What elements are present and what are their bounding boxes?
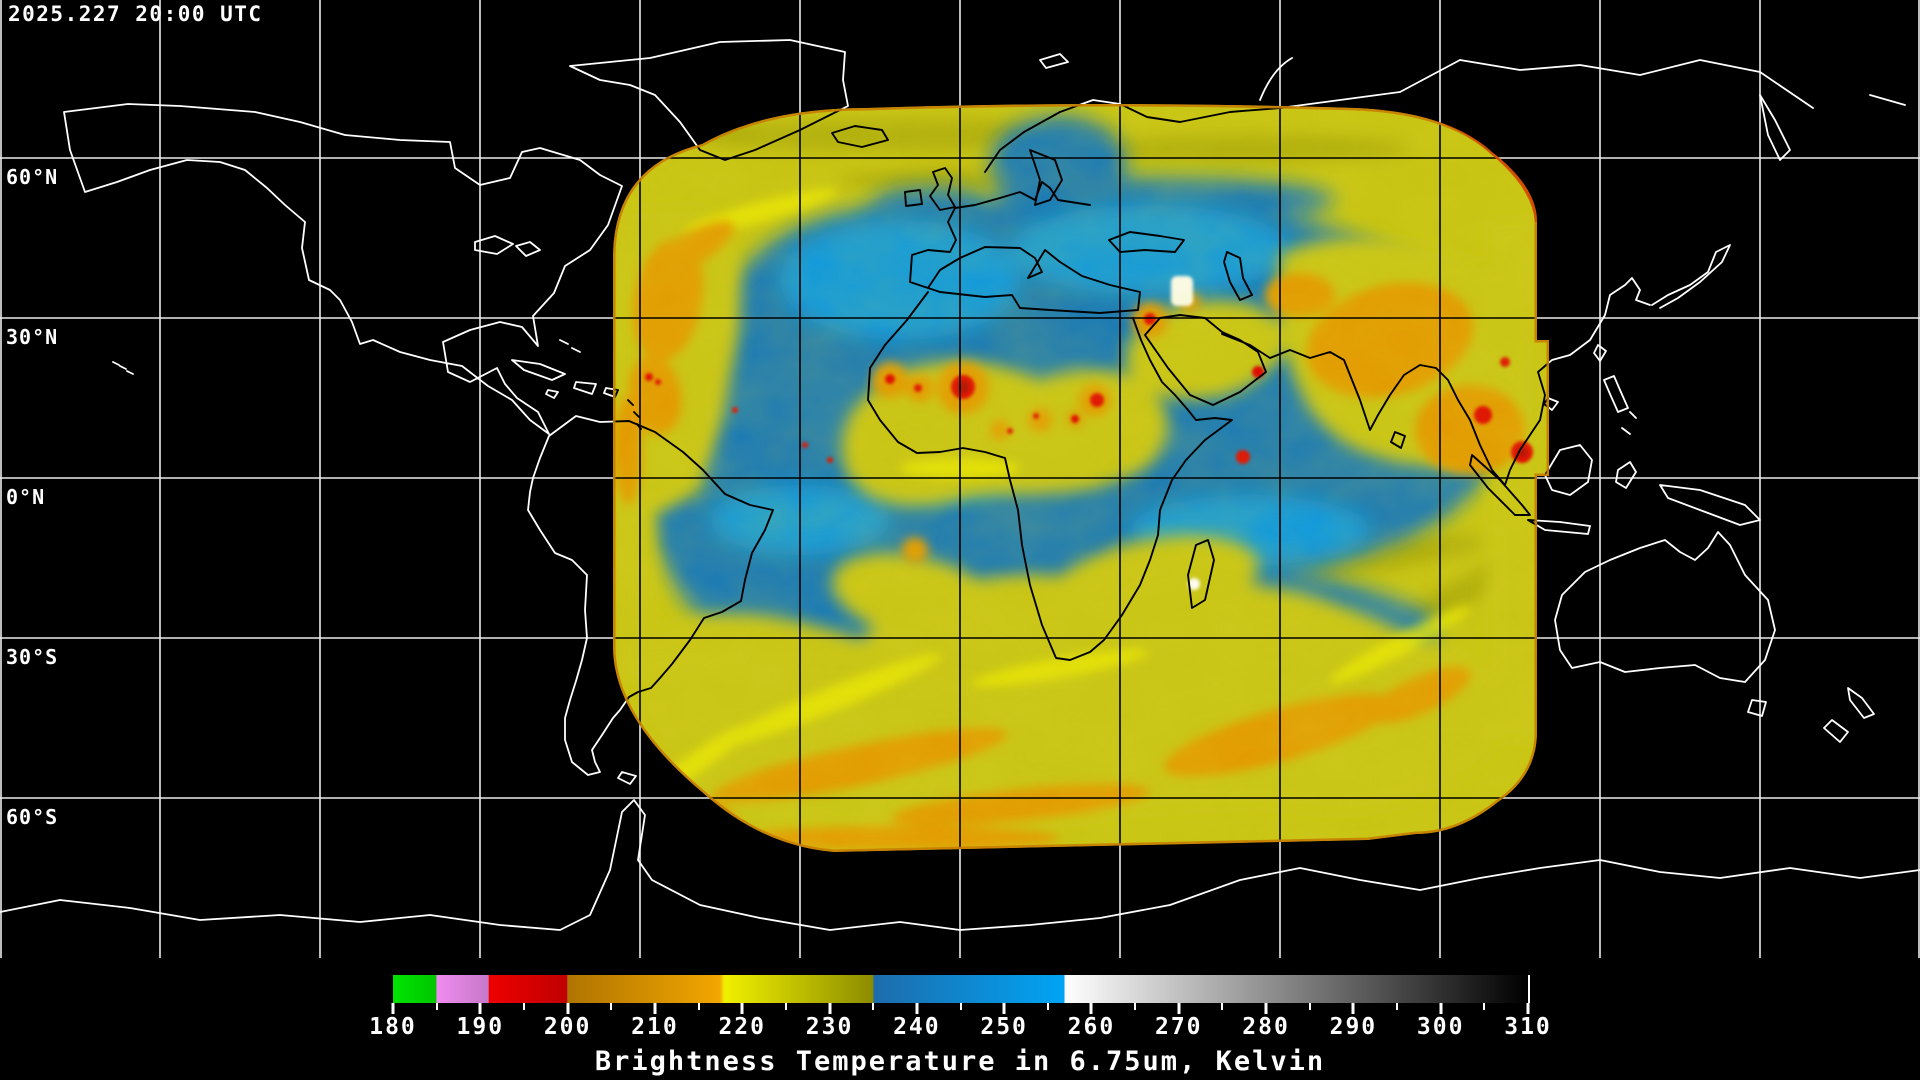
latitude-label: 60°N: [6, 165, 59, 189]
colorbar-tick-label: 190: [456, 1014, 505, 1040]
colorbar-minor-tick: [610, 1003, 613, 1010]
colorbar-minor-tick: [959, 1003, 962, 1010]
colorbar-major-tick: [1264, 1003, 1268, 1014]
satellite-data-region: [613, 104, 1549, 852]
colorbar-tick-label: 220: [718, 1014, 766, 1040]
colorbar-minor-tick: [1221, 1003, 1224, 1010]
latitude-label: 60°S: [6, 805, 59, 829]
colorbar-minor-tick: [697, 1003, 700, 1010]
colorbar-tick-label: 200: [543, 1014, 592, 1040]
colorbar-tick-label: 310: [1504, 1014, 1552, 1040]
colorbar-minor-tick: [1046, 1003, 1049, 1010]
latitude-label: 30°N: [6, 325, 59, 349]
colorbar-tick-label: 260: [1067, 1014, 1116, 1040]
colorbar-minor-tick: [1308, 1003, 1311, 1010]
colorbar-major-tick: [915, 1003, 919, 1014]
colorbar-minor-tick: [872, 1003, 875, 1010]
colorbar-tick-label: 230: [805, 1014, 854, 1040]
colorbar-tick-label: 240: [893, 1014, 941, 1040]
colorbar-major-tick: [478, 1003, 482, 1014]
colorbar-tick-label: 270: [1154, 1014, 1203, 1040]
colorbar-tick-label: 210: [631, 1014, 679, 1040]
colorbar-tick-label: 180: [369, 1014, 417, 1040]
colorbar-minor-tick: [1396, 1003, 1399, 1010]
colorbar-minor-tick: [435, 1003, 438, 1010]
timestamp: 2025.227 20:00 UTC: [8, 2, 263, 26]
colorbar-tick-label: 250: [980, 1014, 1028, 1040]
colorbar-major-tick: [653, 1003, 657, 1014]
colorbar-tick-label: 290: [1329, 1014, 1378, 1040]
colorbar-major-tick: [566, 1003, 570, 1014]
latitude-label: 0°N: [6, 485, 46, 509]
cloud-texture: [613, 104, 1549, 852]
colorbar-minor-tick: [522, 1003, 525, 1010]
colorbar-major-tick: [391, 1003, 395, 1014]
colorbar-minor-tick: [784, 1003, 787, 1010]
colorbar-major-tick: [1526, 1003, 1530, 1014]
colorbar-minor-tick: [1483, 1003, 1486, 1010]
colorbar-major-tick: [1177, 1003, 1181, 1014]
colorbar-tick-label: 280: [1242, 1014, 1290, 1040]
colorbar-major-tick: [740, 1003, 744, 1014]
colorbar: [393, 975, 1530, 1003]
colorbar-minor-tick: [1134, 1003, 1137, 1010]
colorbar-major-tick: [1089, 1003, 1093, 1014]
colorbar-title: Brightness Temperature in 6.75um, Kelvin: [594, 1046, 1326, 1077]
colorbar-tick-label: 300: [1416, 1014, 1465, 1040]
colorbar-major-tick: [1002, 1003, 1006, 1014]
colorbar-major-tick: [1439, 1003, 1443, 1014]
colorbar-major-tick: [1351, 1003, 1355, 1014]
latitude-label: 30°S: [6, 645, 59, 669]
colorbar-major-tick: [828, 1003, 832, 1014]
